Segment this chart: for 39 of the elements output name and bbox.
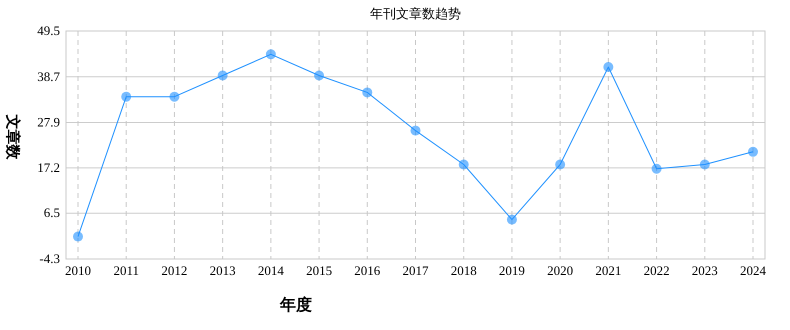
y-tick-label: 6.5 bbox=[44, 205, 60, 220]
point bbox=[266, 49, 276, 60]
x-tick-label: 2020 bbox=[547, 263, 574, 278]
point bbox=[73, 232, 83, 242]
point bbox=[506, 214, 517, 225]
chart-title: 年刊文章数趋势 bbox=[370, 6, 461, 21]
point bbox=[700, 159, 710, 170]
x-tick-label: 2023 bbox=[692, 263, 718, 278]
x-tick-label: 2021 bbox=[595, 263, 622, 278]
point bbox=[603, 62, 614, 72]
y-axis-title: 文章数 bbox=[4, 114, 22, 160]
point bbox=[652, 164, 662, 174]
x-tick-label: 2016 bbox=[354, 263, 381, 278]
x-axis-title: 年度 bbox=[279, 295, 312, 314]
y-tick-label: 38.7 bbox=[37, 68, 60, 84]
y-tick-label: 27.9 bbox=[37, 114, 60, 130]
point bbox=[458, 159, 469, 170]
x-tick-label: 2017 bbox=[402, 263, 429, 278]
x-tick-label: 2014 bbox=[258, 263, 284, 278]
y-tick-label: 17.2 bbox=[37, 160, 60, 175]
point bbox=[121, 92, 132, 102]
point bbox=[748, 146, 758, 157]
x-tick-label: 2012 bbox=[161, 263, 188, 278]
x-tick-label: 2015 bbox=[306, 263, 332, 278]
x-tick-label: 2024 bbox=[740, 263, 766, 278]
x-tick-label: 2022 bbox=[644, 263, 670, 278]
point bbox=[314, 70, 324, 80]
x-tick-label: 2019 bbox=[498, 263, 525, 278]
point bbox=[218, 70, 228, 80]
y-tick-label: 49.5 bbox=[37, 23, 60, 38]
point bbox=[362, 87, 372, 98]
point bbox=[555, 159, 566, 170]
x-tick-label: 2013 bbox=[210, 263, 236, 278]
point bbox=[410, 126, 420, 136]
y-tick-label: -4.3 bbox=[39, 251, 60, 266]
point bbox=[169, 92, 180, 102]
x-tick-label: 2011 bbox=[113, 263, 139, 278]
x-tick-label: 2010 bbox=[65, 263, 91, 278]
x-tick-label: 2018 bbox=[450, 263, 477, 278]
